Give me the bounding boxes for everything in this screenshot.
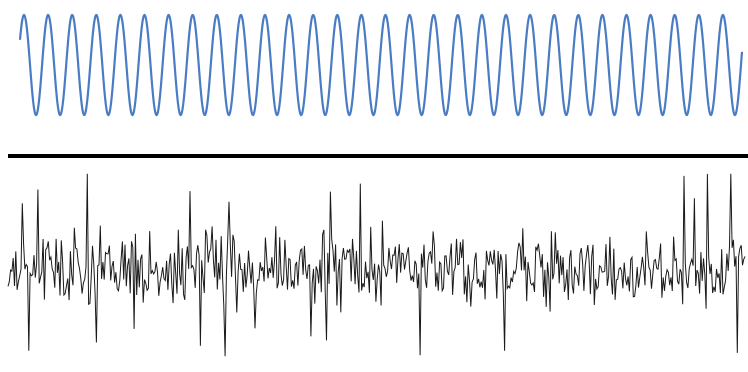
sine-wave <box>18 13 744 117</box>
noise-wave <box>7 173 746 357</box>
